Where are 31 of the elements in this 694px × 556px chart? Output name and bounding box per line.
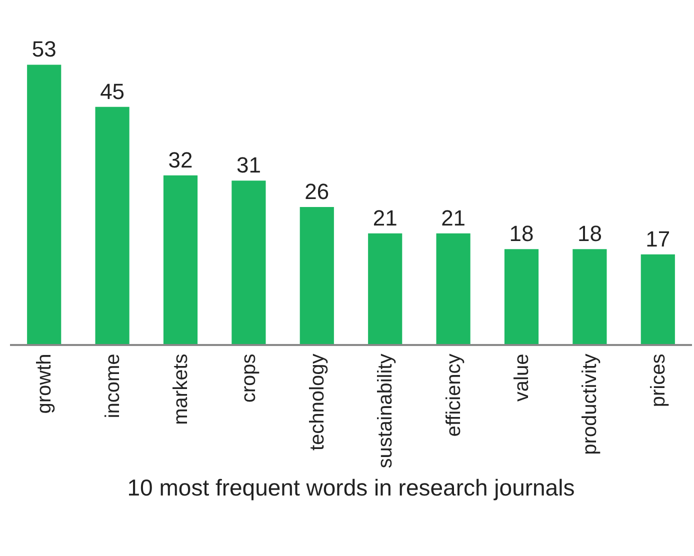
x-axis-title: 10 most frequent words in research journals bbox=[127, 474, 575, 500]
data-label: 21 bbox=[441, 205, 466, 230]
bar bbox=[300, 206, 334, 344]
x-tick-label: growth bbox=[34, 354, 56, 414]
bar bbox=[95, 106, 130, 344]
x-tick-label: crops bbox=[238, 354, 260, 403]
bar bbox=[232, 180, 266, 344]
bar bbox=[504, 249, 539, 344]
x-tick-label: technology bbox=[306, 354, 328, 450]
bar bbox=[640, 254, 675, 344]
data-label: 45 bbox=[100, 78, 125, 104]
data-label: 18 bbox=[577, 221, 602, 246]
bar bbox=[163, 175, 198, 344]
bar bbox=[436, 233, 470, 344]
data-label: 21 bbox=[372, 205, 398, 230]
bar bbox=[368, 233, 402, 344]
x-tick-label: productivity bbox=[579, 354, 602, 455]
bar bbox=[572, 249, 607, 344]
x-tick-label: efficiency bbox=[442, 354, 465, 437]
x-tick-label: income bbox=[102, 354, 124, 418]
x-tick-label: sustainability bbox=[374, 354, 397, 468]
data-label: 26 bbox=[304, 178, 330, 204]
data-label: 53 bbox=[32, 36, 56, 62]
bar bbox=[27, 64, 62, 344]
x-tick-label: markets bbox=[170, 354, 192, 425]
data-label: 31 bbox=[236, 152, 261, 178]
data-label: 18 bbox=[509, 221, 534, 246]
x-tick-label: value bbox=[511, 354, 533, 402]
x-tick-label: prices bbox=[647, 354, 670, 408]
data-label: 32 bbox=[168, 147, 193, 172]
data-label: 17 bbox=[646, 226, 670, 252]
